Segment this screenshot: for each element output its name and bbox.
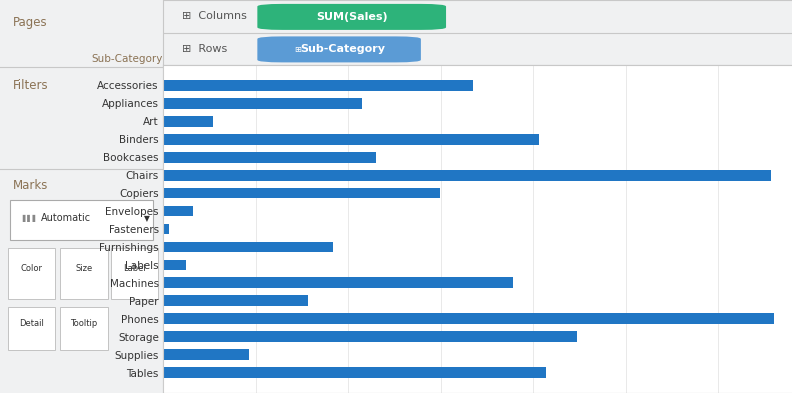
Bar bbox=[163, 80, 473, 91]
FancyBboxPatch shape bbox=[60, 307, 108, 350]
Bar bbox=[163, 170, 771, 180]
Text: ⊞: ⊞ bbox=[294, 45, 301, 54]
Bar bbox=[163, 152, 375, 163]
Text: Sub-Category: Sub-Category bbox=[299, 44, 385, 54]
Bar bbox=[163, 331, 577, 342]
Bar bbox=[163, 296, 308, 306]
Text: Pages: Pages bbox=[13, 16, 48, 29]
Text: Color: Color bbox=[21, 264, 43, 273]
Bar bbox=[163, 314, 774, 324]
Bar bbox=[163, 224, 169, 234]
Text: Label: Label bbox=[123, 264, 146, 273]
Text: Tooltip: Tooltip bbox=[70, 319, 97, 328]
FancyBboxPatch shape bbox=[60, 248, 108, 299]
Text: Size: Size bbox=[75, 264, 93, 273]
Text: SUM(Sales): SUM(Sales) bbox=[316, 12, 387, 22]
Text: ▐▐▐: ▐▐▐ bbox=[20, 215, 36, 222]
Bar bbox=[163, 259, 186, 270]
FancyBboxPatch shape bbox=[10, 200, 153, 240]
FancyBboxPatch shape bbox=[8, 307, 55, 350]
Text: Automatic: Automatic bbox=[40, 213, 91, 223]
Text: Marks: Marks bbox=[13, 179, 48, 192]
Text: ⊞  Rows: ⊞ Rows bbox=[182, 44, 227, 54]
Bar bbox=[163, 242, 333, 252]
Text: ⊞  Columns: ⊞ Columns bbox=[182, 11, 247, 21]
Text: Detail: Detail bbox=[19, 319, 44, 328]
Bar bbox=[163, 98, 362, 108]
Text: ▼: ▼ bbox=[144, 214, 150, 222]
FancyBboxPatch shape bbox=[257, 4, 446, 30]
FancyBboxPatch shape bbox=[8, 248, 55, 299]
FancyBboxPatch shape bbox=[111, 248, 158, 299]
Bar bbox=[163, 277, 513, 288]
Bar bbox=[163, 116, 213, 127]
Text: Sub-Category: Sub-Category bbox=[91, 54, 162, 64]
Bar bbox=[163, 367, 546, 378]
FancyBboxPatch shape bbox=[257, 37, 421, 62]
Bar bbox=[163, 134, 539, 145]
Text: Filters: Filters bbox=[13, 79, 48, 92]
Bar bbox=[163, 349, 249, 360]
Bar bbox=[163, 188, 440, 198]
Bar bbox=[163, 206, 193, 217]
